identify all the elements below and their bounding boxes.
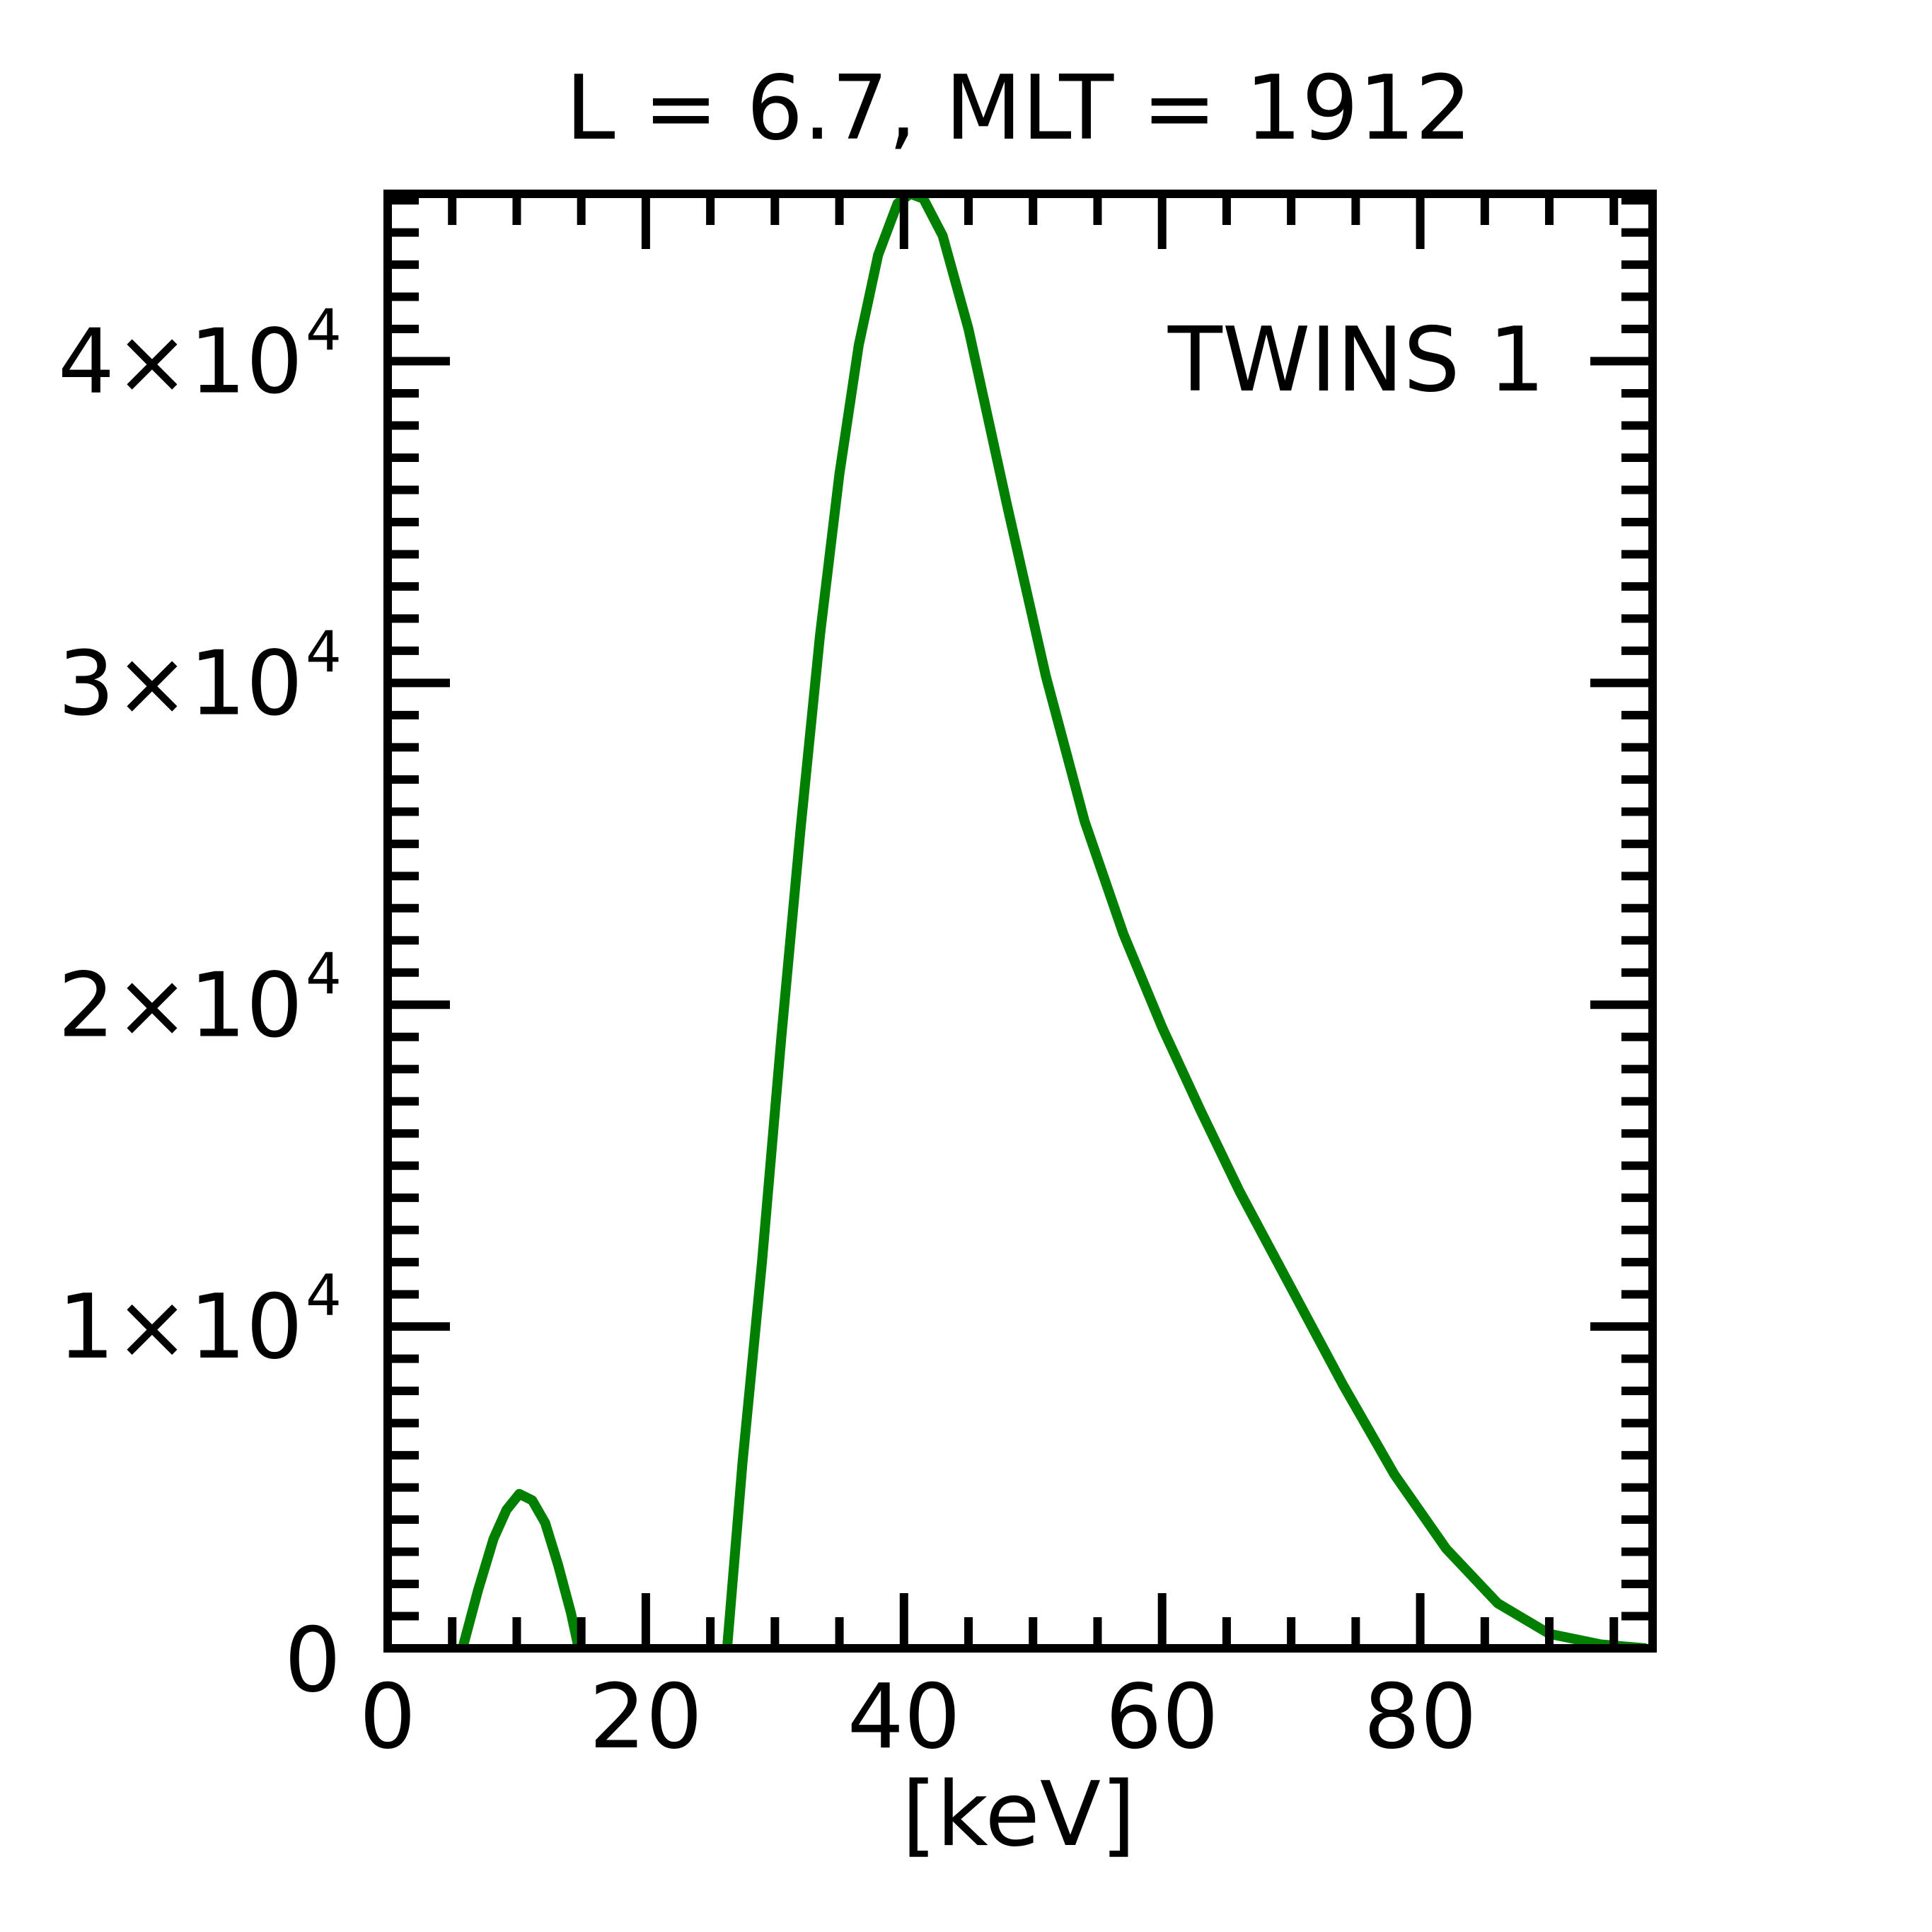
- series-layer: [458, 194, 1647, 1648]
- series-line-0-segment-0: [458, 1488, 584, 1648]
- ticks-layer: [383, 194, 1653, 1653]
- x-tick-label-0: 0: [359, 1665, 416, 1769]
- series-line-0-segment-1: [722, 194, 1647, 1648]
- y-tick-label-10000: 1×10: [58, 1275, 303, 1379]
- y-tick-label-40000: 4×10: [58, 310, 303, 414]
- x-tick-label-80: 80: [1363, 1665, 1476, 1769]
- y-tick-label-exponent-20000: 4: [306, 941, 342, 1007]
- x-tick-label-60: 60: [1106, 1665, 1219, 1769]
- y-tick-label-20000: 2×10: [58, 953, 303, 1057]
- legend-label-twins-1: TWINS 1: [1167, 308, 1545, 412]
- y-tick-label-30000: 3×10: [58, 631, 303, 735]
- chart-title: L = 6.7, MLT = 1912: [565, 56, 1471, 160]
- y-tick-label-exponent-40000: 4: [306, 298, 342, 364]
- y-tick-label-exponent-10000: 4: [306, 1263, 342, 1329]
- x-tick-label-40: 40: [848, 1665, 961, 1769]
- y-tick-label-exponent-30000: 4: [306, 619, 342, 685]
- y-tick-label-0: 0: [284, 1608, 341, 1712]
- x-axis-label: [keV]: [902, 1762, 1136, 1866]
- plot-frame: [383, 190, 1657, 1653]
- x-tick-label-20: 20: [589, 1665, 702, 1769]
